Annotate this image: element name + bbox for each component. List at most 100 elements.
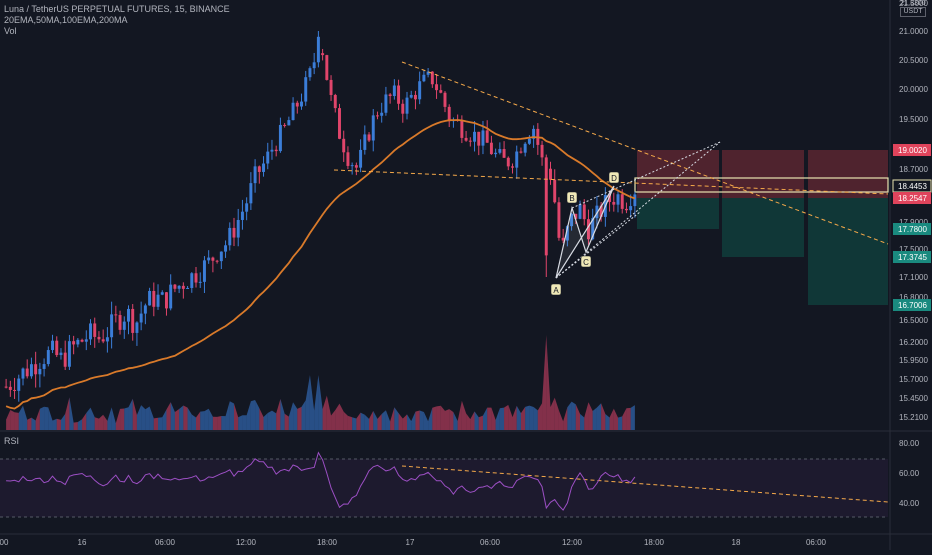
- volume-bar: [402, 414, 408, 430]
- candle-body: [4, 386, 8, 388]
- volume-bar: [217, 415, 222, 430]
- candle-body: [321, 53, 325, 56]
- price-axis-tick: 16.5000: [899, 316, 928, 325]
- price-axis-tick: 18.7000: [899, 165, 928, 174]
- volume-bar: [132, 398, 137, 430]
- stop-loss-zone: [722, 150, 804, 198]
- volume-bar: [86, 407, 91, 430]
- pattern-point-label: D: [611, 174, 617, 183]
- candle-body: [468, 140, 472, 142]
- volume-bar: [60, 413, 66, 430]
- volume-bar: [174, 409, 180, 430]
- candle-body: [262, 163, 266, 172]
- volume-bar: [212, 416, 218, 430]
- volume-bar: [516, 405, 521, 430]
- volume-bar: [120, 408, 125, 430]
- candle-body: [367, 134, 371, 141]
- volume-bar: [27, 417, 32, 430]
- candle-body: [152, 290, 156, 307]
- chart-legend: Luna / TetherUS PERPETUAL FUTURES, 15, B…: [4, 4, 230, 37]
- volume-bar: [149, 406, 154, 430]
- price-badge-bg: [893, 223, 931, 235]
- candle-body: [430, 71, 434, 85]
- candle-body: [485, 130, 489, 143]
- candle-body: [266, 151, 270, 164]
- volume-bar: [385, 410, 391, 430]
- candle-body: [274, 149, 278, 152]
- candle-body: [97, 336, 101, 340]
- volume-bar: [622, 408, 627, 430]
- candle-body: [190, 273, 194, 288]
- candle-body: [633, 194, 637, 207]
- candle-body: [156, 294, 160, 307]
- volume-bar: [183, 405, 188, 430]
- candle-body: [55, 340, 59, 356]
- currency-unit: USDT: [900, 7, 926, 17]
- volume-bar: [145, 406, 150, 430]
- volume-bar: [618, 416, 623, 430]
- candle-body: [21, 368, 25, 379]
- candle-body: [481, 130, 485, 146]
- candle-body: [333, 95, 337, 109]
- take-profit-zone: [637, 198, 719, 229]
- volume-bar: [124, 407, 129, 430]
- volume-bar: [584, 402, 589, 430]
- candle-body: [278, 124, 282, 152]
- price-axis-tick: 21.5000: [899, 0, 928, 8]
- candle-body: [169, 284, 173, 309]
- volume-bar: [407, 414, 412, 430]
- price-badge: 16.7006: [893, 299, 931, 311]
- pattern-point-marker: [550, 283, 562, 296]
- candle-body: [570, 213, 574, 227]
- volume-bar: [259, 408, 264, 430]
- candle-body: [350, 165, 354, 167]
- candle-body: [105, 337, 109, 342]
- volume-bar: [491, 407, 496, 430]
- legend-volume: Vol: [4, 26, 17, 36]
- candle-body: [46, 350, 50, 365]
- volume-bar: [331, 410, 336, 430]
- volume-bar: [90, 407, 95, 430]
- volume-bar: [39, 406, 45, 430]
- candle-body: [240, 211, 244, 220]
- volume-bar: [369, 410, 374, 430]
- volume-bar: [478, 415, 483, 430]
- candle-body: [38, 368, 42, 375]
- price-badge: 18.2547: [893, 192, 931, 204]
- time-axis-tick: 06:00: [480, 538, 501, 547]
- candle-body: [42, 364, 46, 369]
- currency-badge[interactable]: 21.3300 USDT: [897, 0, 929, 17]
- candle-body: [523, 143, 527, 153]
- candle-body: [101, 339, 105, 342]
- candle-body: [422, 74, 426, 82]
- time-axis-tick: 17: [406, 538, 415, 547]
- volume-bar: [444, 409, 450, 430]
- volume-bar: [542, 335, 547, 430]
- candle-body: [25, 368, 29, 377]
- candle-body: [202, 260, 206, 282]
- candle-body: [489, 142, 493, 155]
- pattern-point-label: A: [553, 286, 559, 295]
- time-axis-tick: 00: [0, 538, 9, 547]
- volume-bar: [111, 407, 116, 430]
- volume-bar: [153, 417, 159, 430]
- price-axis-tick: 15.7000: [899, 375, 928, 384]
- price-badge-label: 17.3745: [898, 253, 927, 262]
- volume-bar: [487, 407, 492, 430]
- entry-highlight-box: [634, 177, 889, 193]
- price-badge-label: 16.7006: [898, 301, 927, 310]
- candle-body: [397, 85, 401, 104]
- candle-body: [578, 204, 582, 219]
- candle-body: [300, 101, 303, 107]
- candle-body: [177, 285, 181, 289]
- volume-bar: [22, 405, 28, 430]
- candle-body: [84, 339, 88, 342]
- candle-body: [316, 36, 320, 63]
- currency-top-price: 21.3300: [900, 0, 926, 7]
- candle-body: [93, 323, 97, 337]
- price-axis-tick: 16.2000: [899, 338, 928, 347]
- rsi-trendline: [401, 465, 889, 503]
- candle-body: [207, 257, 211, 261]
